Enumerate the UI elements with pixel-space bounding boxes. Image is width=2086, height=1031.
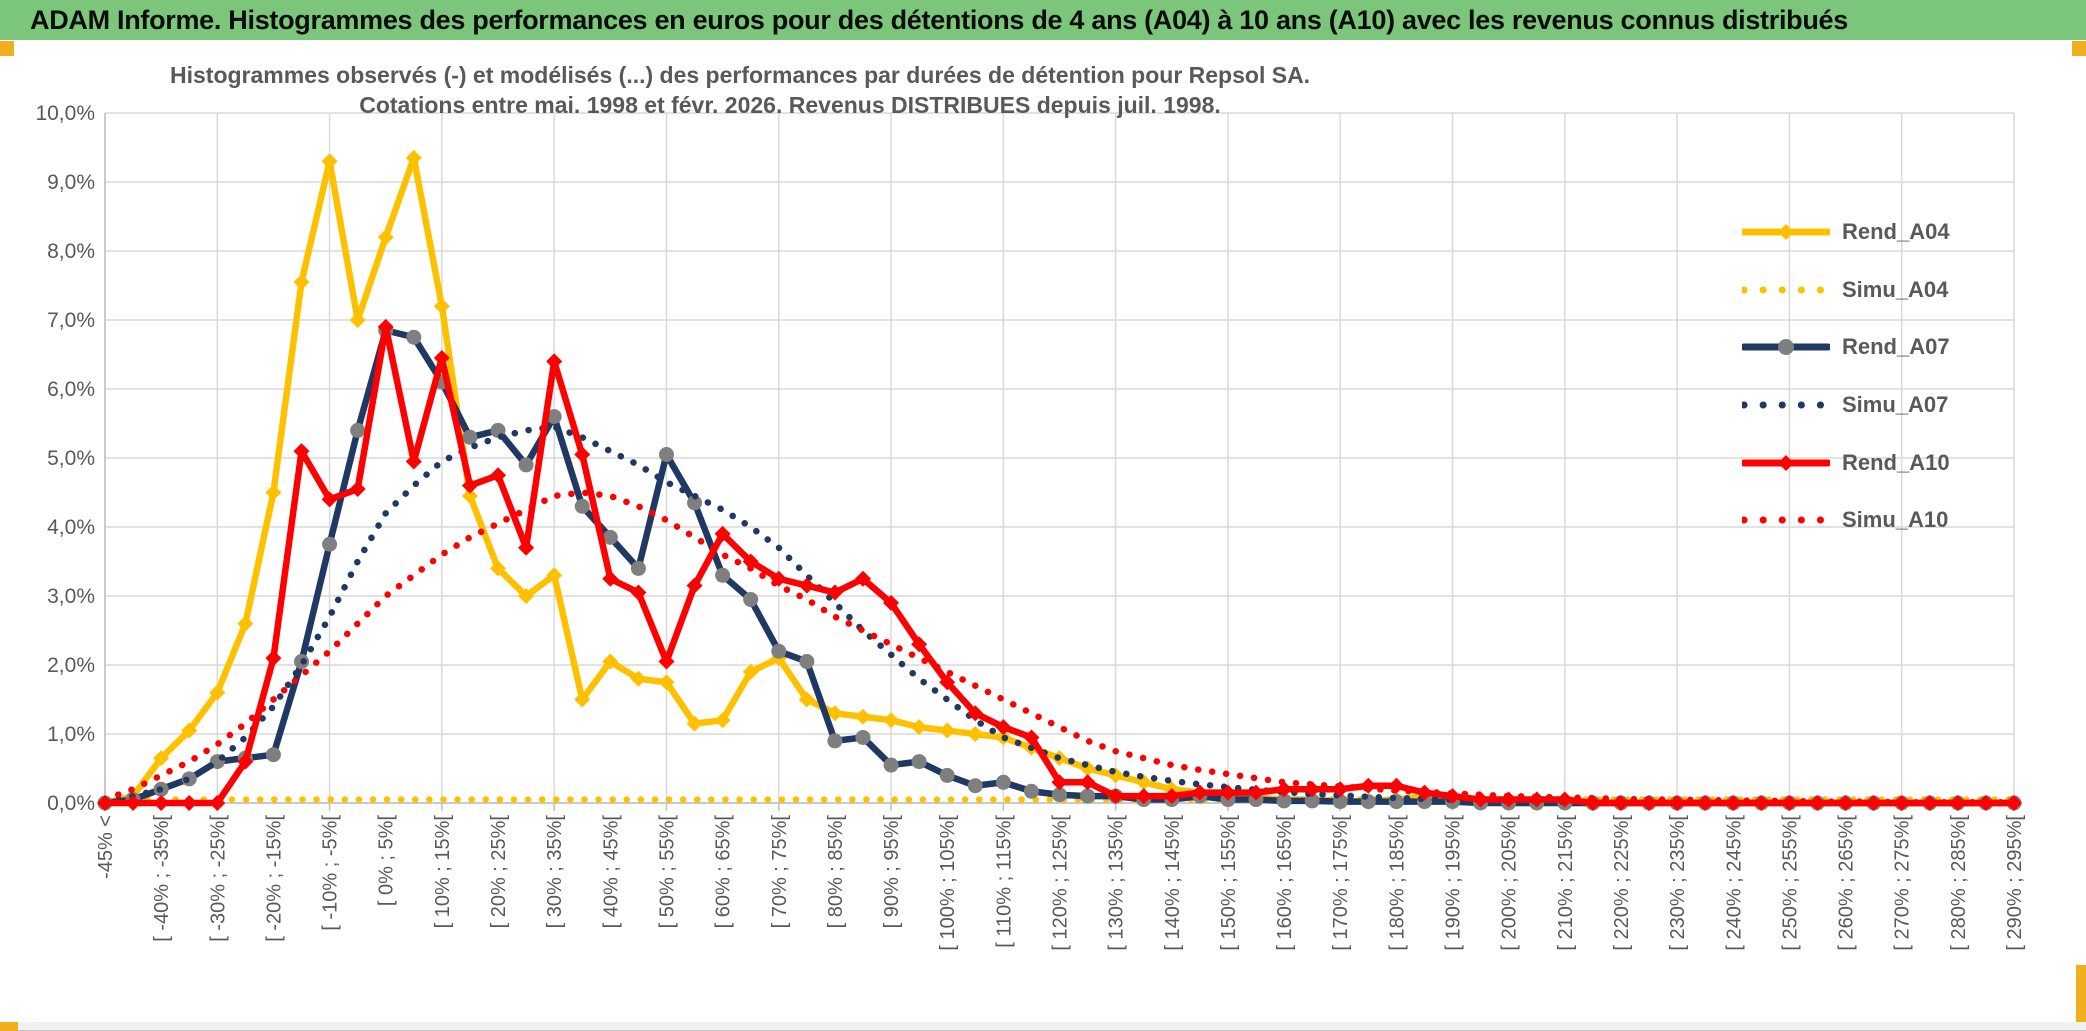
svg-text:[ 120% ; 125%[: [ 120% ; 125%[ [1050, 815, 1072, 951]
legend-item-simu-a10[interactable]: Simu_A10 [1742, 502, 1948, 538]
chart-region: 0,0% 1,0% 2,0% 3,0% 4,0% 5,0% 6,0% 7,0% 8,0% 9,0%… [0, 40, 2086, 1022]
legend-sample-simu-a04 [1742, 286, 1830, 294]
svg-text:10,0%: 10,0% [35, 102, 95, 125]
svg-text:[ 140% ; 145%[: [ 140% ; 145%[ [1162, 815, 1184, 951]
legend-sample-rend-a04 [1742, 224, 1830, 240]
svg-text:[ 0% ; 5%[: [ 0% ; 5%[ [376, 815, 398, 907]
legend-item-rend-a10[interactable]: Rend_A10 [1742, 445, 1950, 481]
chart-title-line1: Histogrammes observés (-) et modélisés (… [170, 62, 1311, 88]
svg-text:[ 30% ; 35%[: [ 30% ; 35%[ [544, 815, 566, 929]
svg-text:[ -30% ; -25%[: [ -30% ; -25%[ [207, 815, 229, 942]
svg-text:[ 60% ; 65%[: [ 60% ; 65%[ [713, 815, 735, 929]
legend-label: Rend_A10 [1842, 450, 1950, 475]
svg-text:8,0%: 8,0% [47, 240, 95, 263]
svg-text:[ 90% ; 95%[: [ 90% ; 95%[ [881, 815, 903, 929]
svg-text:[ 180% ; 185%[: [ 180% ; 185%[ [1386, 815, 1408, 951]
svg-text:9,0%: 9,0% [47, 171, 95, 194]
svg-text:[ 240% ; 245%[: [ 240% ; 245%[ [1723, 815, 1745, 951]
right-edge-accent [2072, 41, 2086, 56]
svg-text:[ 80% ; 85%[: [ 80% ; 85%[ [825, 815, 847, 929]
legend-item-simu-a04[interactable]: Simu_A04 [1742, 272, 1948, 308]
svg-text:6,0%: 6,0% [47, 378, 95, 401]
legend-label: Simu_A10 [1842, 507, 1949, 532]
svg-text:[ 10% ; 15%[: [ 10% ; 15%[ [432, 815, 454, 929]
svg-text:[ 70% ; 75%[: [ 70% ; 75%[ [769, 815, 791, 929]
svg-text:[ 130% ; 135%[: [ 130% ; 135%[ [1106, 815, 1128, 951]
svg-text:[ 200% ; 205%[: [ 200% ; 205%[ [1499, 815, 1521, 951]
legend-sample-rend-a07 [1742, 339, 1830, 355]
svg-text:[ 280% ; 285%[: [ 280% ; 285%[ [1948, 815, 1970, 951]
svg-text:4,0%: 4,0% [47, 516, 95, 539]
legend-item-rend-a04[interactable]: Rend_A04 [1742, 214, 1950, 250]
svg-text:[ 150% ; 155%[: [ 150% ; 155%[ [1218, 815, 1240, 951]
svg-text:3,0%: 3,0% [47, 585, 95, 608]
legend-label: Simu_A04 [1842, 277, 1949, 302]
horizontal-scrollbar[interactable] [0, 1022, 2086, 1031]
right-scroll-accent[interactable] [2076, 965, 2086, 1022]
svg-text:-45% <: -45% < [95, 815, 117, 879]
series-rend_a04 [97, 149, 2022, 811]
report-header-banner: ADAM Informe. Histogrammes des performan… [0, 0, 2086, 40]
series-rend_a10 [97, 318, 2022, 811]
svg-text:2,0%: 2,0% [47, 654, 95, 677]
legend-sample-simu-a07 [1742, 401, 1830, 409]
svg-text:5,0%: 5,0% [47, 447, 95, 470]
svg-text:[ -20% ; -15%[: [ -20% ; -15%[ [263, 815, 285, 942]
svg-text:[ 40% ; 45%[: [ 40% ; 45%[ [600, 815, 622, 929]
svg-text:7,0%: 7,0% [47, 309, 95, 332]
series-rend_a07 [97, 322, 2022, 811]
x-axis-labels: -45% < [ -40% ; -35%[ [ -30% ; -25%[ [ -20%… [95, 815, 2026, 951]
chart-title-line2: Cotations entre mai. 1998 et févr. 2026.… [359, 92, 1221, 118]
svg-text:[ 270% ; 275%[: [ 270% ; 275%[ [1892, 815, 1914, 951]
legend-sample-simu-a10 [1742, 516, 1830, 524]
legend-item-rend-a07[interactable]: Rend_A07 [1742, 329, 1950, 365]
legend-label: Rend_A04 [1842, 219, 1950, 244]
svg-text:[ -10% ; -5%[: [ -10% ; -5%[ [320, 815, 342, 931]
svg-text:1,0%: 1,0% [47, 723, 95, 746]
svg-text:[ 160% ; 165%[: [ 160% ; 165%[ [1274, 815, 1296, 951]
svg-text:[ 100% ; 105%[: [ 100% ; 105%[ [937, 815, 959, 951]
svg-text:[ 50% ; 55%[: [ 50% ; 55%[ [656, 815, 678, 929]
svg-text:[ 20% ; 25%[: [ 20% ; 25%[ [488, 815, 510, 929]
svg-text:[ 230% ; 235%[: [ 230% ; 235%[ [1667, 815, 1689, 951]
legend-item-simu-a07[interactable]: Simu_A07 [1742, 387, 1948, 423]
svg-text:[ 220% ; 225%[: [ 220% ; 225%[ [1611, 815, 1633, 951]
svg-text:[ 260% ; 265%[: [ 260% ; 265%[ [1836, 815, 1858, 951]
left-edge-accent [0, 41, 14, 56]
svg-text:[ 250% ; 255%[: [ 250% ; 255%[ [1779, 815, 1801, 951]
legend-label: Rend_A07 [1842, 334, 1950, 359]
svg-text:[ -40% ; -35%[: [ -40% ; -35%[ [151, 815, 173, 942]
series-simu_a07 [101, 423, 2018, 807]
legend-sample-rend-a10 [1742, 455, 1830, 471]
series-simu_a10 [101, 489, 2018, 806]
svg-text:[ 210% ; 215%[: [ 210% ; 215%[ [1555, 815, 1577, 951]
svg-text:0,0%: 0,0% [47, 792, 95, 815]
svg-text:[ 110% ; 115%[: [ 110% ; 115%[ [993, 815, 1015, 948]
svg-text:[ 190% ; 195%[: [ 190% ; 195%[ [1443, 815, 1465, 951]
legend-label: Simu_A07 [1842, 392, 1949, 417]
svg-text:[ 290% ; 295%[: [ 290% ; 295%[ [2004, 815, 2026, 951]
y-axis-labels: 0,0% 1,0% 2,0% 3,0% 4,0% 5,0% 6,0% 7,0% 8,0% 9,0%… [35, 102, 95, 815]
scrollbar-thumb[interactable] [0, 1022, 18, 1031]
report-title: ADAM Informe. Histogrammes des performan… [30, 4, 1848, 35]
performance-histogram-chart: 0,0% 1,0% 2,0% 3,0% 4,0% 5,0% 6,0% 7,0% 8,0% 9,0%… [35, 102, 2026, 951]
svg-text:[ 170% ; 175%[: [ 170% ; 175%[ [1330, 815, 1352, 951]
